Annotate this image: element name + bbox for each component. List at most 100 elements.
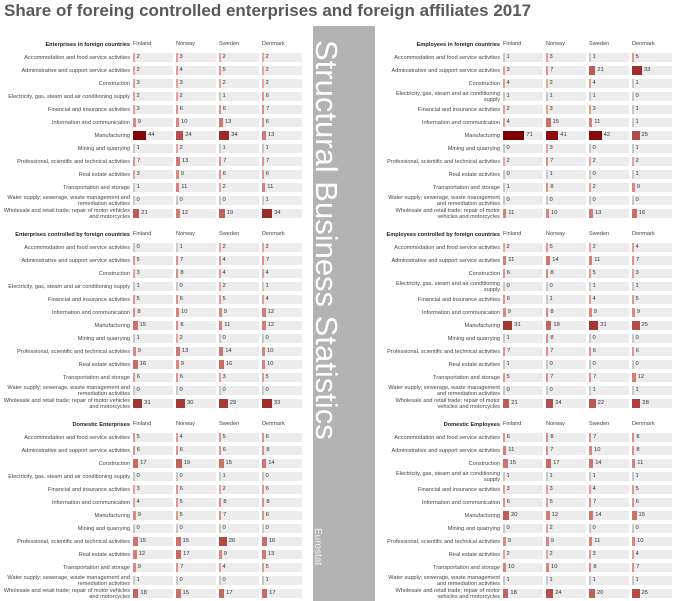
- bar: [219, 386, 221, 395]
- bar: [219, 209, 225, 218]
- value-label: 2: [506, 244, 510, 250]
- bar: [503, 144, 505, 153]
- value-label: 6: [179, 106, 184, 112]
- value-label: 1: [635, 119, 639, 125]
- bar: [632, 373, 636, 382]
- value-label: 17: [269, 590, 276, 596]
- cell-background: [546, 347, 586, 356]
- bar: [262, 589, 268, 598]
- bar: [219, 118, 223, 127]
- cell-background: [503, 118, 543, 127]
- value-label: 25: [641, 322, 648, 328]
- bar: [503, 360, 505, 369]
- cell-background: [546, 209, 586, 218]
- value-label: 2: [549, 525, 553, 531]
- country-header: Norway: [546, 421, 565, 427]
- bar: [262, 386, 264, 395]
- value-label: 1: [179, 244, 183, 250]
- bar: [262, 537, 267, 546]
- value-label: 16: [268, 538, 276, 544]
- row-label: Financial and insurance activities: [47, 486, 130, 493]
- bar: [219, 524, 221, 533]
- row-label: Professional, scientific and technical a…: [17, 158, 130, 165]
- bar: [133, 308, 136, 317]
- bar: [589, 53, 591, 62]
- cell-background: [176, 53, 216, 62]
- value-label: 7: [180, 257, 184, 263]
- value-label: 12: [181, 210, 189, 216]
- cell-background: [589, 144, 629, 153]
- bar: [503, 472, 505, 481]
- value-label: 1: [265, 197, 269, 203]
- row-label: Electricity, gas, steam and air conditio…: [395, 90, 500, 103]
- value-label: 0: [136, 197, 140, 203]
- bar: [632, 386, 634, 395]
- value-label: 15: [225, 460, 232, 466]
- bar: [262, 170, 264, 179]
- row-label: Mining and quarrying: [77, 335, 130, 342]
- bar: [176, 92, 178, 101]
- cell-background: [589, 537, 629, 546]
- bar: [219, 589, 225, 598]
- bar: [219, 498, 222, 507]
- bar: [589, 308, 592, 317]
- cell-background: [219, 386, 259, 395]
- cell-background: [133, 92, 173, 101]
- value-label: 7: [593, 499, 597, 505]
- bar: [176, 53, 178, 62]
- bar: [262, 66, 264, 75]
- value-label: 0: [635, 335, 639, 341]
- value-label: 16: [139, 361, 147, 367]
- bar: [133, 170, 135, 179]
- cell-background: [503, 144, 543, 153]
- bar: [589, 196, 591, 205]
- cell-background: [133, 105, 173, 114]
- bar: [632, 269, 634, 278]
- cell-background: [176, 118, 216, 127]
- bar: [632, 92, 634, 101]
- bar: [262, 360, 265, 369]
- value-label: 15: [139, 322, 146, 328]
- value-label: 0: [222, 197, 226, 203]
- value-label: 0: [222, 387, 226, 393]
- value-label: 1: [506, 473, 510, 479]
- cell-background: [546, 92, 586, 101]
- bar: [262, 196, 264, 205]
- value-label: 2: [265, 54, 269, 60]
- cell-background: [176, 170, 216, 179]
- bar: [262, 243, 264, 252]
- value-label: 12: [267, 322, 275, 328]
- bar: [133, 79, 135, 88]
- value-label: 0: [136, 473, 140, 479]
- bar: [219, 66, 221, 75]
- value-label: 3: [549, 145, 553, 151]
- row-label: Transportation and storage: [433, 374, 500, 381]
- row-label: Administrative and support service activ…: [21, 257, 130, 264]
- value-label: 4: [136, 499, 140, 505]
- cell-background: [546, 563, 586, 572]
- cell-background: [589, 243, 629, 252]
- bar: [219, 53, 221, 62]
- country-header: Denmark: [262, 41, 285, 47]
- cell-background: [503, 157, 543, 166]
- cell-background: [219, 282, 259, 291]
- bar: [546, 92, 548, 101]
- value-label: 9: [507, 538, 511, 544]
- country-header: Finland: [133, 41, 152, 47]
- bar: [262, 472, 264, 481]
- bar: [176, 576, 178, 585]
- bar: [632, 550, 634, 559]
- value-label: 0: [222, 577, 226, 583]
- cell-background: [219, 308, 259, 317]
- cell-background: [219, 459, 259, 468]
- value-label: 7: [636, 564, 640, 570]
- cell-background: [503, 282, 543, 291]
- cell-background: [589, 360, 629, 369]
- value-label: 9: [223, 309, 227, 315]
- bar: [503, 433, 505, 442]
- bar: [219, 79, 221, 88]
- bar: [176, 209, 180, 218]
- value-label: 5: [222, 67, 226, 73]
- value-label: 1: [506, 93, 510, 99]
- cell-background: [546, 386, 586, 395]
